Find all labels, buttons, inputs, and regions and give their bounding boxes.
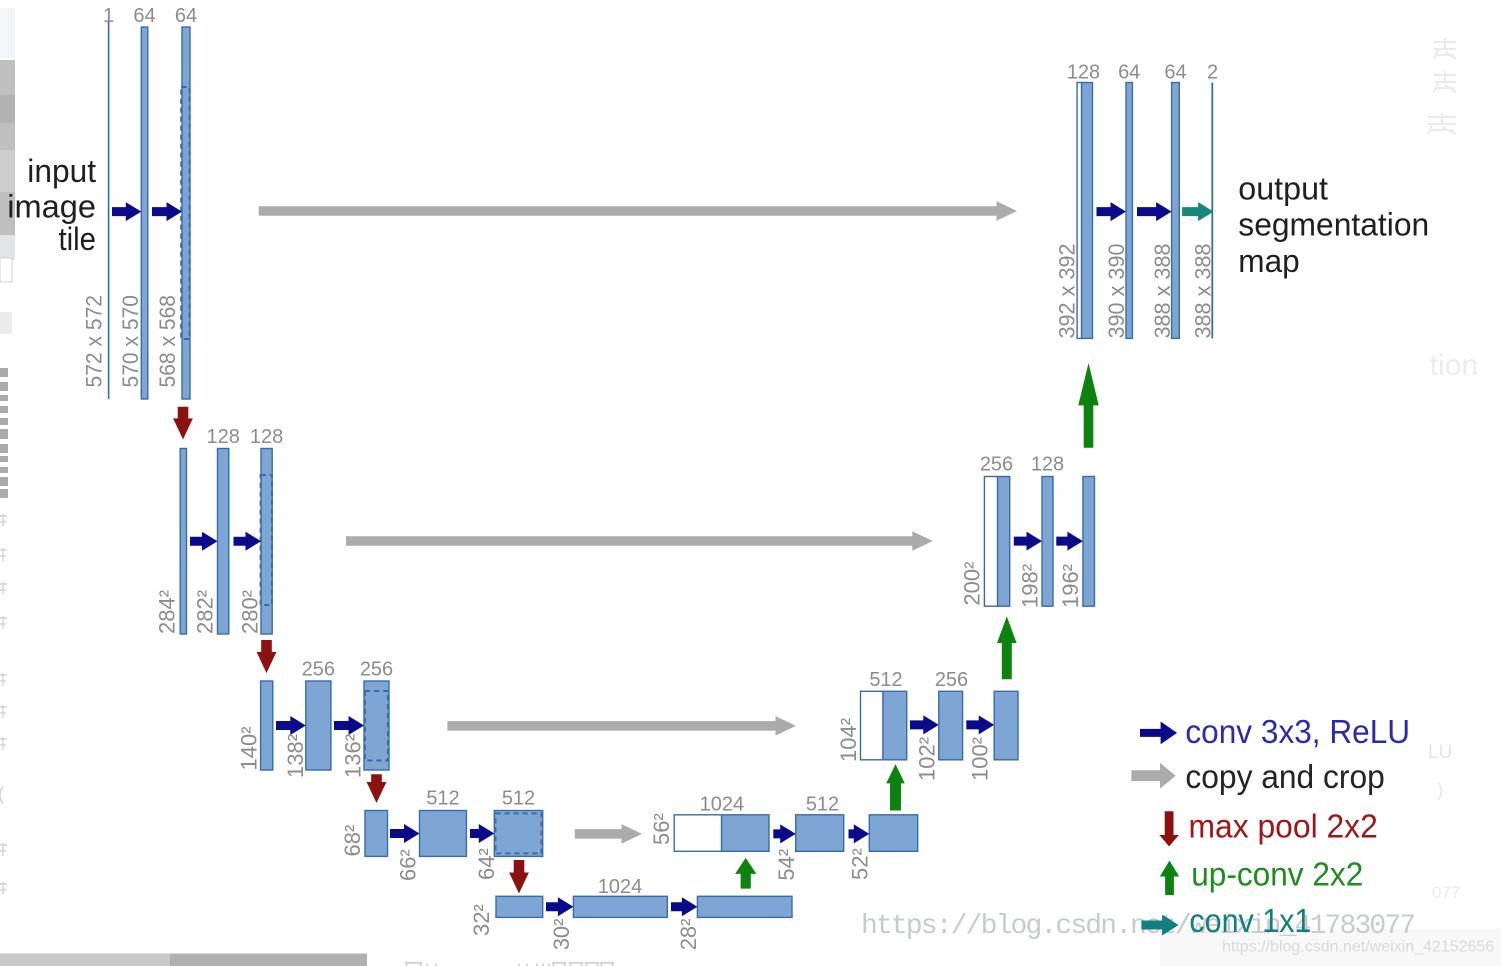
svg-text:128: 128 (207, 426, 240, 448)
svg-text:280²: 280² (238, 590, 263, 634)
svg-text:68²: 68² (340, 825, 365, 857)
svg-text:568 x 568: 568 x 568 (155, 295, 180, 388)
svg-text:136²: 136² (341, 734, 366, 778)
svg-text:102²: 102² (915, 737, 940, 781)
svg-text:52²: 52² (847, 848, 872, 880)
svg-text:256: 256 (360, 659, 393, 681)
svg-text:140²: 140² (237, 726, 262, 770)
svg-text:input: input (27, 153, 96, 189)
svg-text:up-conv 2x2: up-conv 2x2 (1191, 855, 1363, 892)
svg-text:64: 64 (175, 5, 197, 27)
svg-text:077: 077 (1432, 883, 1460, 902)
svg-text:64: 64 (1164, 62, 1186, 84)
svg-text:388 x 388: 388 x 388 (1150, 244, 1175, 339)
svg-text:390 x 390: 390 x 390 (1104, 244, 1129, 339)
svg-text:1: 1 (103, 5, 114, 27)
svg-text:66²: 66² (396, 849, 421, 881)
svg-text:64: 64 (133, 5, 155, 27)
svg-text:512: 512 (869, 669, 902, 691)
svg-text:282²: 282² (193, 590, 218, 634)
svg-text:30²: 30² (549, 919, 574, 951)
svg-text:map: map (1238, 243, 1299, 279)
svg-text:(: ( (0, 784, 4, 804)
svg-text:): ) (1437, 780, 1443, 801)
svg-text:64²: 64² (474, 848, 499, 880)
svg-text:138²: 138² (283, 734, 308, 778)
svg-text:512: 512 (426, 788, 459, 810)
svg-text:128: 128 (250, 426, 283, 448)
svg-text:segmentation: segmentation (1238, 207, 1429, 243)
svg-text:64: 64 (1118, 62, 1140, 84)
svg-text:104²: 104² (836, 718, 861, 762)
svg-text:512: 512 (806, 793, 839, 815)
svg-text:256: 256 (980, 454, 1013, 476)
svg-text:max pool 2x2: max pool 2x2 (1189, 808, 1378, 845)
svg-text:512: 512 (502, 788, 535, 810)
svg-text:56²: 56² (649, 813, 674, 845)
svg-text:200²: 200² (960, 562, 985, 606)
svg-text:128: 128 (1067, 62, 1100, 84)
svg-text:2: 2 (1207, 62, 1218, 84)
svg-text:54²: 54² (774, 849, 799, 881)
svg-text:198²: 198² (1018, 564, 1043, 608)
svg-text:392 x 392: 392 x 392 (1055, 244, 1080, 339)
svg-text:https://blog.csdn.net/weixin_4: https://blog.csdn.net/weixin_41783077 (861, 911, 1414, 942)
svg-text:32²: 32² (469, 904, 494, 936)
svg-text:570 x 570: 570 x 570 (118, 295, 143, 388)
svg-text:https://blog.csdn.net/weixin_4: https://blog.csdn.net/weixin_42152656 (1222, 939, 1494, 956)
svg-text:28²: 28² (676, 919, 701, 951)
svg-text:conv 1x1: conv 1x1 (1189, 902, 1311, 939)
svg-text:572 x 572: 572 x 572 (81, 295, 106, 388)
svg-text:image: image (7, 189, 96, 225)
svg-text:LU: LU (1428, 742, 1452, 763)
svg-text:100²: 100² (968, 737, 993, 781)
svg-text:1024: 1024 (598, 876, 643, 898)
svg-text:196²: 196² (1058, 564, 1083, 608)
svg-text:conv 3x3, ReLU: conv 3x3, ReLU (1185, 713, 1410, 750)
svg-text:tion: tion (1430, 349, 1478, 382)
svg-text:tile: tile (59, 221, 97, 257)
svg-text:256: 256 (302, 659, 335, 681)
svg-text:256: 256 (935, 669, 968, 691)
svg-text:388 x 388: 388 x 388 (1191, 244, 1216, 339)
svg-text:copy and crop: copy and crop (1185, 758, 1384, 795)
svg-text:284²: 284² (155, 590, 180, 634)
svg-text:128: 128 (1031, 454, 1064, 476)
svg-text:1024: 1024 (700, 793, 745, 815)
svg-text:output: output (1238, 171, 1328, 207)
